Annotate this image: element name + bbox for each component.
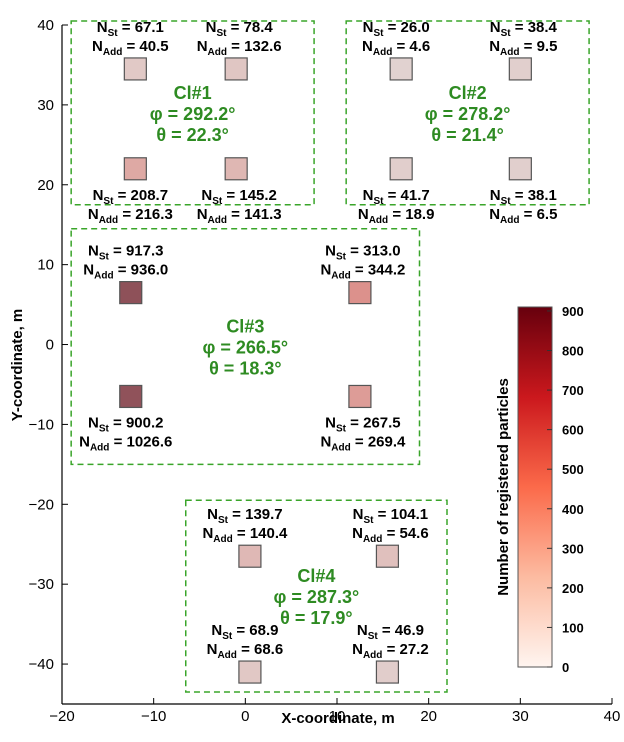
y-tick-label: 20 (37, 177, 54, 194)
detector-marker (389, 57, 413, 81)
cluster-theta-label: θ = 21.4° (431, 125, 503, 145)
detector-marker (508, 157, 532, 181)
x-tick-label: 0 (241, 708, 249, 725)
x-tick-label: 30 (512, 708, 529, 725)
detector-marker (389, 157, 413, 181)
cluster-box (70, 227, 421, 466)
x-tick-label: 20 (420, 708, 437, 725)
n-st-label: NSt = 41.7 (363, 187, 430, 207)
y-tick-label: −10 (29, 416, 54, 433)
n-add-label: NAdd = 68.6 (207, 641, 284, 661)
x-tick-label: −10 (141, 708, 166, 725)
x-axis-title: X-coordinate, m (281, 710, 394, 727)
n-st-label: NSt = 900.2 (88, 414, 163, 434)
n-st-label: NSt = 139.7 (207, 506, 282, 526)
n-st-label: NSt = 67.1 (97, 19, 164, 39)
n-st-label: NSt = 68.9 (211, 622, 278, 642)
y-tick-label: −20 (29, 496, 54, 513)
colorbar-tick-label: 700 (562, 383, 584, 398)
cluster-id-label: Cl#1 (174, 83, 212, 103)
n-add-label: NAdd = 9.5 (489, 38, 557, 58)
detector-marker (123, 57, 147, 81)
cluster-id-label: Cl#3 (226, 317, 264, 337)
n-add-label: NAdd = 140.4 (202, 525, 288, 545)
n-add-label: NAdd = 40.5 (92, 38, 169, 58)
n-add-label: NAdd = 6.5 (489, 206, 557, 226)
detector-marker (119, 281, 143, 305)
y-tick-label: 0 (46, 337, 54, 354)
detector-marker (123, 157, 147, 181)
x-tick-label: 10 (329, 708, 346, 725)
n-st-label: NSt = 38.4 (490, 19, 558, 39)
y-tick-label: 40 (37, 17, 54, 34)
n-add-label: NAdd = 936.0 (83, 262, 168, 282)
colorbar (517, 306, 553, 668)
cluster-theta-label: θ = 18.3° (209, 359, 281, 379)
colorbar-tick-label: 300 (562, 541, 584, 556)
n-st-label: NSt = 267.5 (325, 414, 400, 434)
n-add-label: NAdd = 141.3 (197, 206, 282, 226)
cluster-theta-label: θ = 17.9° (280, 608, 352, 628)
y-tick-label: −40 (29, 656, 54, 673)
detector-marker (348, 281, 372, 305)
colorbar-tick-label: 900 (562, 304, 584, 319)
n-add-label: NAdd = 4.6 (362, 38, 430, 58)
n-add-label: NAdd = 269.4 (320, 433, 406, 453)
n-add-label: NAdd = 54.6 (352, 525, 429, 545)
cluster-theta-label: θ = 22.3° (156, 125, 228, 145)
detector-marker (238, 544, 262, 568)
x-tick-label: −20 (49, 708, 74, 725)
y-axis-title: Y-coordinate, m (9, 309, 26, 422)
n-st-label: NSt = 145.2 (201, 187, 276, 207)
colorbar-title: Number of registered particles (495, 378, 512, 596)
colorbar-tick-label: 600 (562, 423, 584, 438)
x-tick-label: 40 (604, 708, 621, 725)
detector-marker (224, 57, 248, 81)
cluster-box (345, 20, 590, 206)
y-tick-label: 30 (37, 97, 54, 114)
colorbar-tick-label: 500 (562, 462, 584, 477)
detector-marker (348, 384, 372, 409)
cluster-id-label: Cl#2 (449, 83, 487, 103)
detector-marker (119, 384, 143, 409)
y-tick-label: −30 (29, 576, 54, 593)
n-st-label: NSt = 208.7 (93, 187, 168, 207)
n-add-label: NAdd = 216.3 (88, 206, 173, 226)
n-st-label: NSt = 313.0 (325, 243, 400, 263)
n-st-label: NSt = 104.1 (353, 506, 428, 526)
colorbar-tick-label: 400 (562, 502, 584, 517)
colorbar-tick-label: 800 (562, 344, 584, 359)
y-tick-label: 10 (37, 257, 54, 274)
detector-marker (508, 57, 532, 81)
n-add-label: NAdd = 344.2 (320, 262, 405, 282)
n-add-label: NAdd = 132.6 (197, 38, 282, 58)
detector-marker (375, 660, 400, 684)
n-st-label: NSt = 917.3 (88, 243, 163, 263)
detector-marker (238, 660, 262, 684)
n-add-label: NAdd = 18.9 (358, 206, 435, 226)
colorbar-tick-label: 100 (562, 620, 584, 635)
cluster-phi-label: φ = 266.5° (203, 338, 289, 358)
colorbar-tick-label: 0 (562, 660, 569, 675)
n-st-label: NSt = 38.1 (490, 187, 557, 207)
detector-marker (375, 544, 400, 568)
cluster-box (70, 20, 315, 206)
n-add-label: NAdd = 27.2 (352, 641, 429, 661)
cluster-phi-label: φ = 278.2° (425, 104, 511, 124)
n-st-label: NSt = 46.9 (357, 622, 424, 642)
detector-marker (224, 157, 248, 181)
cluster-phi-label: φ = 292.2° (150, 104, 236, 124)
n-st-label: NSt = 26.0 (363, 19, 430, 39)
cluster-box (185, 499, 448, 693)
n-add-label: NAdd = 1026.6 (79, 433, 172, 453)
colorbar-tick-label: 200 (562, 581, 584, 596)
n-st-label: NSt = 78.4 (206, 19, 274, 39)
cluster-id-label: Cl#4 (297, 566, 335, 586)
cluster-phi-label: φ = 287.3° (274, 587, 360, 607)
